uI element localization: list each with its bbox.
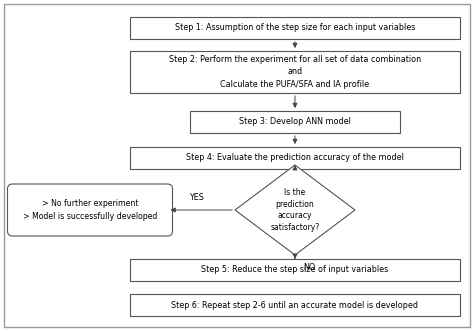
Text: Step 3: Develop ANN model: Step 3: Develop ANN model [239,118,351,126]
Text: YES: YES [189,193,204,202]
Text: Step 4: Evaluate the prediction accuracy of the model: Step 4: Evaluate the prediction accuracy… [186,154,404,163]
FancyBboxPatch shape [130,147,460,169]
Text: > No further experiment
> Model is successfully developed: > No further experiment > Model is succe… [23,199,157,221]
Text: Is the
prediction
accuracy
satisfactory?: Is the prediction accuracy satisfactory? [270,188,319,232]
Text: Step 1: Assumption of the step size for each input variables: Step 1: Assumption of the step size for … [175,24,415,32]
Text: Step 6: Repeat step 2-6 until an accurate model is developed: Step 6: Repeat step 2-6 until an accurat… [172,301,419,309]
FancyBboxPatch shape [130,51,460,93]
Text: Step 2: Perform the experiment for all set of data combination
and
Calculate the: Step 2: Perform the experiment for all s… [169,55,421,89]
FancyBboxPatch shape [190,111,400,133]
Polygon shape [235,165,355,255]
Text: NO: NO [303,263,315,272]
FancyBboxPatch shape [130,17,460,39]
FancyBboxPatch shape [130,294,460,316]
Text: Step 5: Reduce the step size of input variables: Step 5: Reduce the step size of input va… [201,265,389,274]
FancyBboxPatch shape [130,259,460,281]
FancyBboxPatch shape [8,184,173,236]
